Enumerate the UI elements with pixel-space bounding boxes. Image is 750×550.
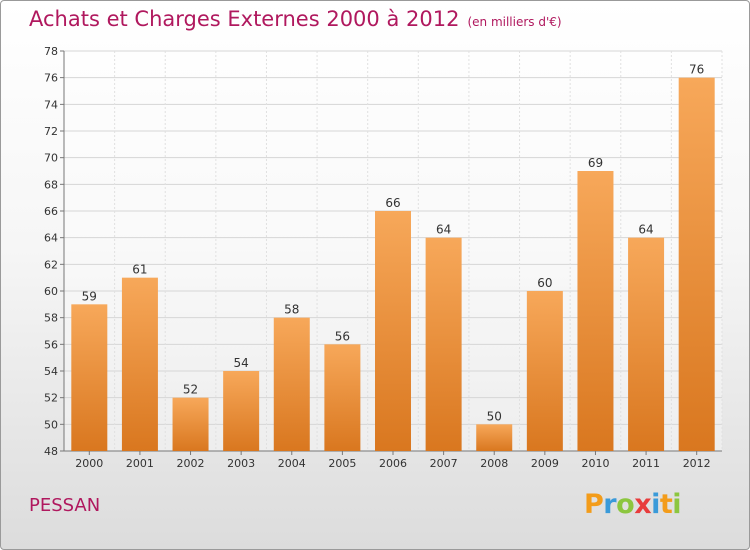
x-tick-label: 2012	[683, 457, 711, 470]
bar-value-label: 60	[537, 276, 552, 290]
bar	[425, 237, 462, 451]
bar-value-label: 59	[82, 289, 97, 303]
x-tick-label: 2009	[531, 457, 559, 470]
y-tick-label: 72	[44, 125, 58, 138]
y-tick-label: 64	[44, 232, 58, 245]
logo-letter: x	[634, 489, 652, 520]
bar-value-label: 64	[638, 223, 653, 237]
y-tick-label: 52	[44, 392, 58, 405]
y-tick-label: 50	[44, 418, 58, 431]
bar-value-label: 52	[183, 383, 198, 397]
y-tick-label: 70	[44, 152, 58, 165]
bar-value-label: 58	[284, 303, 299, 317]
bar-value-label: 66	[385, 196, 400, 210]
y-tick-label: 78	[44, 45, 58, 58]
y-tick-label: 48	[44, 445, 58, 458]
x-tick-label: 2002	[177, 457, 205, 470]
x-tick-label: 2006	[379, 457, 407, 470]
chart-unit-note: (en milliers d'€)	[467, 15, 562, 29]
y-tick-label: 62	[44, 258, 58, 271]
x-tick-label: 2003	[227, 457, 255, 470]
bar	[223, 371, 260, 451]
x-tick-label: 2007	[430, 457, 458, 470]
bar	[324, 344, 361, 451]
bar-value-label: 64	[436, 223, 451, 237]
bar	[577, 171, 614, 451]
chart-title-text: Achats et Charges Externes 2000 à 2012	[29, 7, 460, 31]
bar-value-label: 61	[132, 263, 147, 277]
x-tick-label: 2000	[75, 457, 103, 470]
y-tick-label: 54	[44, 365, 58, 378]
chart-title: Achats et Charges Externes 2000 à 2012 (e…	[29, 7, 562, 31]
bar-value-label: 76	[689, 63, 704, 77]
y-tick-label: 58	[44, 312, 58, 325]
x-tick-label: 2008	[480, 457, 508, 470]
x-tick-label: 2005	[328, 457, 356, 470]
y-tick-label: 68	[44, 178, 58, 191]
logo-letter: i	[672, 489, 682, 520]
bar	[71, 304, 108, 451]
logo-letter: t	[659, 489, 673, 520]
bar	[273, 317, 310, 451]
bar	[172, 397, 209, 451]
y-tick-label: 74	[44, 98, 58, 111]
y-tick-label: 60	[44, 285, 58, 298]
x-tick-label: 2010	[581, 457, 609, 470]
logo-letter: o	[616, 489, 635, 520]
y-tick-label: 76	[44, 72, 58, 85]
x-tick-label: 2011	[632, 457, 660, 470]
logo-letter: P	[584, 489, 604, 520]
bar-value-label: 69	[588, 156, 603, 170]
bar	[375, 211, 411, 451]
logo-letter: r	[603, 489, 617, 520]
bar	[121, 277, 158, 451]
bar-value-label: 50	[487, 409, 502, 423]
commune-name: PESSAN	[29, 495, 101, 516]
bar-value-label: 54	[234, 356, 249, 370]
bar	[628, 237, 665, 451]
bar	[476, 424, 513, 451]
x-tick-label: 2004	[278, 457, 306, 470]
bar	[678, 77, 715, 452]
bar-value-label: 56	[335, 329, 350, 343]
bar	[526, 291, 563, 451]
x-tick-label: 2001	[126, 457, 154, 470]
logo-letter: i	[651, 489, 660, 520]
proxiti-logo: Proxiti	[584, 489, 682, 520]
y-tick-label: 66	[44, 205, 58, 218]
y-tick-label: 56	[44, 338, 58, 351]
